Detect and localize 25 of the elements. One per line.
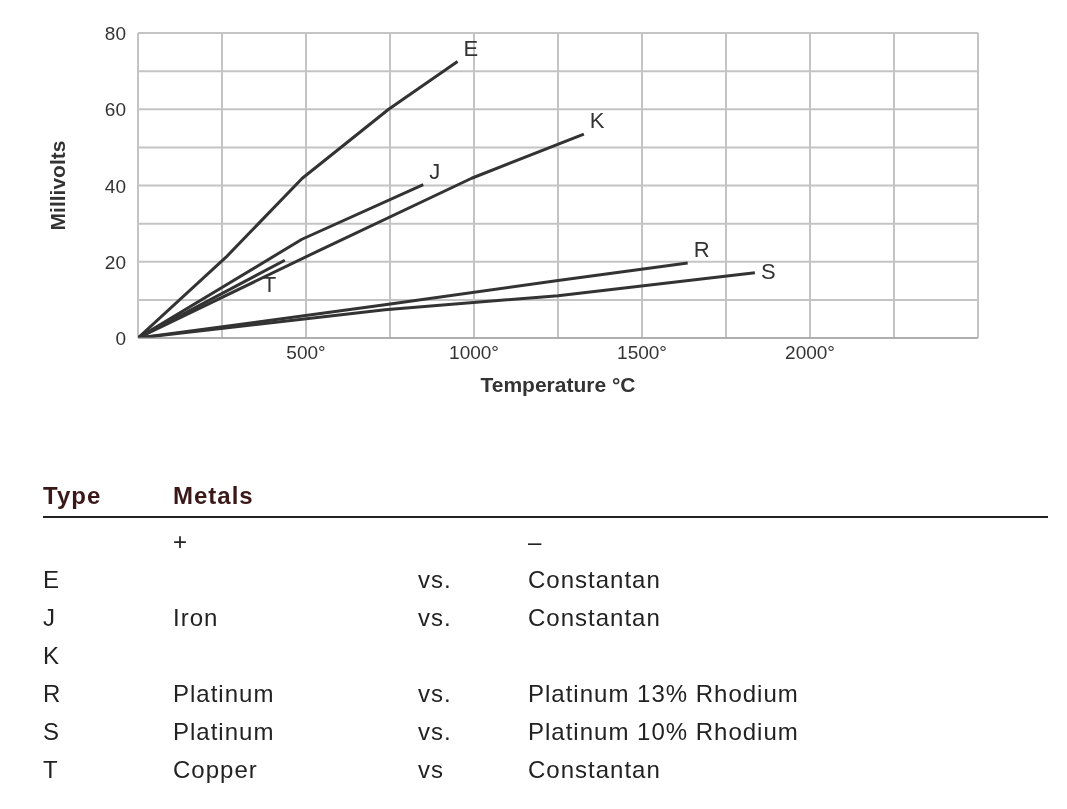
x-tick-label: 1000° (449, 342, 499, 364)
y-axis-title: Millivolts (46, 140, 70, 231)
text: Type Metals (43, 482, 254, 509)
series-label: S (760, 258, 776, 284)
series-label: T (262, 272, 277, 298)
series-label: K (589, 108, 605, 134)
text: T Copper vs Constantan (43, 756, 661, 783)
text: K (43, 642, 61, 670)
text: S Platinum vs. Platinum 10% Rhodium (43, 718, 799, 745)
series-label: R (693, 236, 710, 262)
text: R Platinum vs. Platinum 13% Rhodium (43, 680, 799, 707)
y-tick-label: 60 (104, 99, 126, 121)
x-tick-label: 1500° (617, 342, 667, 364)
series-label: E (463, 35, 479, 61)
y-tick-label: 0 (115, 328, 126, 349)
text: + – (173, 528, 543, 555)
y-tick-label: 40 (104, 175, 126, 197)
x-tick-label: 2000° (785, 342, 835, 364)
text: J Iron vs. Constantan (43, 604, 661, 631)
series-label: J (429, 158, 441, 184)
x-axis-title: Temperature °C (480, 373, 636, 396)
y-tick-label: 80 (104, 23, 126, 44)
text: E vs. Constantan (43, 566, 661, 593)
y-tick-label: 20 (104, 251, 126, 273)
x-tick-label: 500° (286, 342, 326, 364)
